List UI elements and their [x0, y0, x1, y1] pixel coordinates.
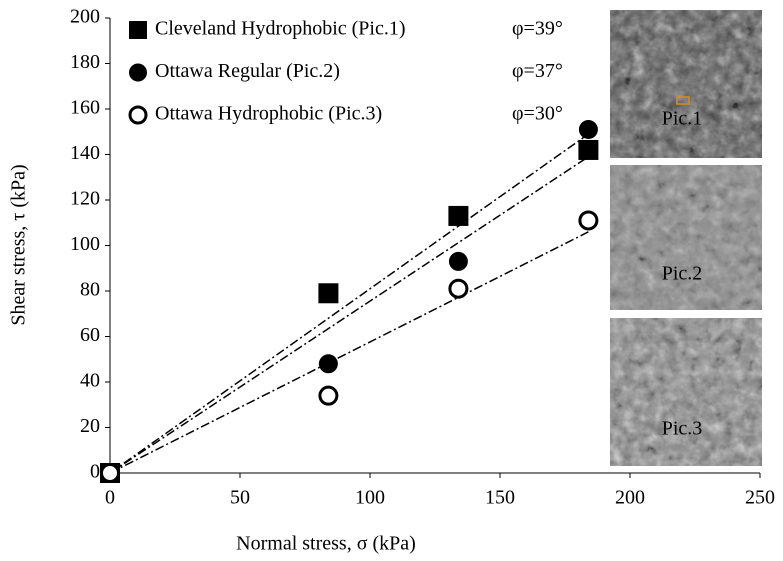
y-tick-label: 100 [70, 233, 100, 255]
image-label: Pic.1 [662, 108, 703, 130]
legend-marker [129, 63, 147, 82]
y-tick-label: 180 [70, 51, 100, 73]
image-label: Pic.3 [662, 418, 703, 440]
trend-line [109, 156, 589, 474]
image-texture [610, 10, 762, 158]
y-tick-label: 80 [80, 279, 100, 301]
image-highlight [676, 96, 690, 105]
x-tick-label: 150 [485, 487, 515, 509]
image-texture [610, 165, 762, 310]
y-tick-label: 20 [80, 415, 100, 437]
marker-open-circle [578, 210, 599, 231]
image-texture [610, 318, 762, 466]
y-tick-label: 0 [90, 461, 100, 483]
legend-marker [128, 105, 148, 125]
x-tick-label: 200 [615, 487, 645, 509]
image-label: Pic.2 [662, 263, 703, 285]
x-tick-label: 250 [745, 487, 775, 509]
legend-label: Ottawa Hydrophobic (Pic.3) [155, 103, 382, 125]
trend-line [109, 231, 589, 474]
marker-open-circle [318, 385, 339, 406]
marker-circle [578, 119, 598, 139]
marker-open-circle [100, 463, 120, 483]
legend-annotation: φ=37° [512, 60, 563, 82]
sem-images [610, 10, 762, 466]
legend-label: Cleveland Hydrophobic (Pic.1) [155, 18, 406, 40]
legend-label: Ottawa Regular (Pic.2) [155, 60, 340, 82]
y-tick-label: 200 [70, 6, 100, 28]
y-tick-label: 120 [70, 188, 100, 210]
marker-square [578, 139, 599, 160]
x-axis-title: Normal stress, σ (kPa) [236, 533, 416, 555]
legend-annotation: φ=30° [512, 103, 563, 125]
marker-circle [448, 251, 468, 271]
x-tick-label: 0 [105, 487, 115, 509]
y-tick-label: 160 [70, 97, 100, 119]
marker-square [318, 283, 339, 304]
marker-open-circle [448, 278, 469, 299]
legend-annotation: φ=39° [512, 18, 563, 40]
y-tick-label: 140 [70, 142, 100, 164]
y-tick-label: 60 [80, 324, 100, 346]
x-tick-label: 100 [355, 487, 385, 509]
y-tick-label: 40 [80, 370, 100, 392]
marker-circle [318, 354, 338, 374]
legend-marker [129, 21, 147, 39]
trend-line [109, 133, 589, 474]
x-tick-label: 50 [230, 487, 250, 509]
marker-square [448, 205, 469, 226]
y-axis-title: Shear stress, τ (kPa) [8, 164, 30, 325]
